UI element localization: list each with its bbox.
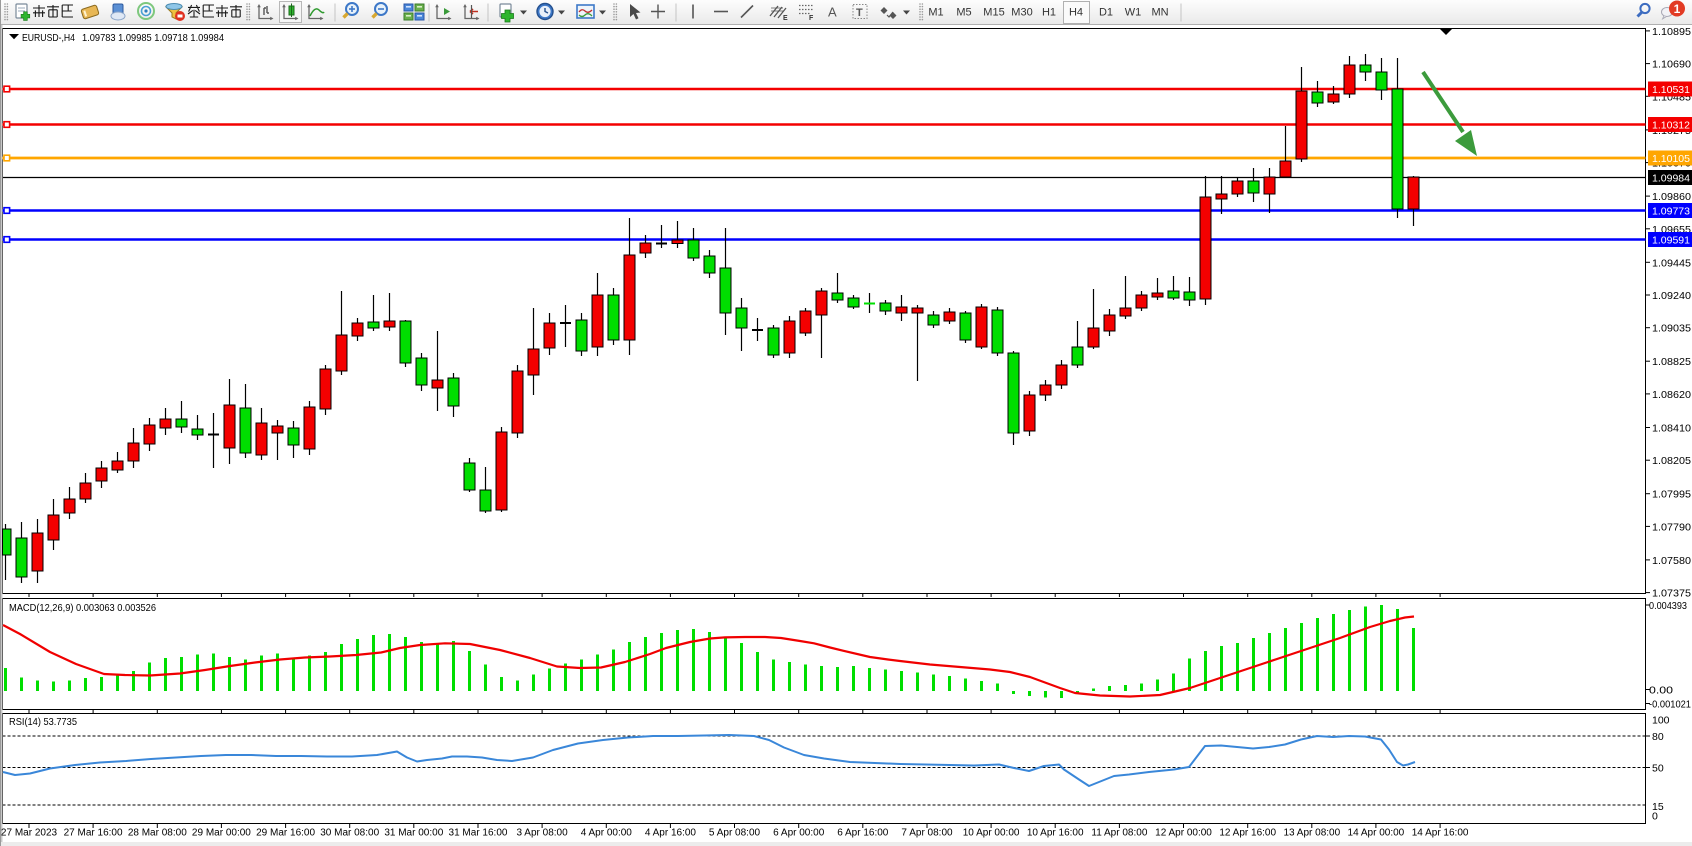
svg-text:100: 100 (1652, 715, 1670, 727)
svg-text:12 Apr 16:00: 12 Apr 16:00 (1219, 828, 1276, 839)
svg-text:1.10312: 1.10312 (1652, 120, 1690, 132)
svg-text:1.09591: 1.09591 (1652, 235, 1690, 247)
svg-text:1.09984: 1.09984 (1652, 173, 1690, 185)
svg-text:1.10105: 1.10105 (1652, 153, 1690, 165)
svg-text:80: 80 (1652, 731, 1664, 743)
svg-text:1.09240: 1.09240 (1652, 290, 1691, 302)
svg-text:3 Apr 08:00: 3 Apr 08:00 (517, 828, 569, 839)
svg-text:1.10895: 1.10895 (1652, 26, 1691, 38)
svg-text:1.10690: 1.10690 (1652, 59, 1691, 71)
svg-text:10 Apr 16:00: 10 Apr 16:00 (1027, 828, 1084, 839)
svg-text:-0.001021: -0.001021 (1649, 699, 1691, 711)
svg-text:14 Apr 16:00: 14 Apr 16:00 (1412, 828, 1469, 839)
svg-text:11 Apr 08:00: 11 Apr 08:00 (1091, 828, 1147, 839)
svg-text:D1: D1 (1099, 7, 1113, 19)
svg-text:27 Mar 16:00: 27 Mar 16:00 (64, 828, 123, 839)
svg-text:13 Apr 08:00: 13 Apr 08:00 (1283, 828, 1340, 839)
svg-text:29 Mar 00:00: 29 Mar 00:00 (192, 828, 251, 839)
svg-text:0: 0 (1652, 811, 1658, 823)
svg-text:6 Apr 00:00: 6 Apr 00:00 (773, 828, 825, 839)
svg-text:1.09773: 1.09773 (1652, 206, 1690, 218)
svg-text:4 Apr 00:00: 4 Apr 00:00 (581, 828, 633, 839)
svg-text:28 Mar 08:00: 28 Mar 08:00 (128, 828, 187, 839)
svg-text:14 Apr 00:00: 14 Apr 00:00 (1348, 828, 1405, 839)
svg-text:H4: H4 (1069, 7, 1083, 19)
svg-text:1.07375: 1.07375 (1652, 588, 1691, 600)
svg-text:A: A (828, 5, 837, 20)
svg-text:1.07995: 1.07995 (1652, 489, 1691, 501)
svg-text:1: 1 (1674, 2, 1681, 16)
svg-text:MACD(12,26,9) 0.003063 0.00352: MACD(12,26,9) 0.003063 0.003526 (9, 602, 156, 614)
svg-text:1.08620: 1.08620 (1652, 389, 1691, 401)
svg-text:1.08410: 1.08410 (1652, 423, 1691, 435)
svg-text:1.07580: 1.07580 (1652, 555, 1691, 567)
svg-text:7 Apr 08:00: 7 Apr 08:00 (901, 828, 953, 839)
svg-text:M30: M30 (1011, 7, 1032, 19)
svg-text:6 Apr 16:00: 6 Apr 16:00 (837, 828, 889, 839)
svg-text:MN: MN (1151, 7, 1168, 19)
svg-text:27 Mar 2023: 27 Mar 2023 (1, 828, 58, 839)
svg-text:F: F (809, 15, 814, 22)
svg-text:1.09035: 1.09035 (1652, 323, 1691, 335)
svg-text:1.09445: 1.09445 (1652, 257, 1691, 269)
svg-text:30 Mar 08:00: 30 Mar 08:00 (320, 828, 379, 839)
svg-text:M5: M5 (956, 7, 971, 19)
svg-text:1.07790: 1.07790 (1652, 521, 1691, 533)
svg-text:0.004393: 0.004393 (1649, 600, 1687, 612)
svg-text:1.08825: 1.08825 (1652, 356, 1691, 368)
svg-text:4 Apr 16:00: 4 Apr 16:00 (645, 828, 697, 839)
svg-text:29 Mar 16:00: 29 Mar 16:00 (256, 828, 315, 839)
svg-text:10 Apr 00:00: 10 Apr 00:00 (963, 828, 1020, 839)
svg-text:T: T (856, 7, 863, 19)
svg-text:H1: H1 (1042, 7, 1056, 19)
svg-text:0.00: 0.00 (1649, 685, 1673, 697)
svg-text:1.08205: 1.08205 (1652, 455, 1691, 467)
svg-text:M1: M1 (928, 7, 943, 19)
svg-text:1.09860: 1.09860 (1652, 191, 1691, 203)
svg-text:1.09783 1.09985 1.09718 1.0998: 1.09783 1.09985 1.09718 1.09984 (82, 32, 224, 44)
svg-text:15: 15 (1652, 801, 1664, 813)
svg-text:EURUSD-,H4: EURUSD-,H4 (22, 32, 75, 44)
svg-text:31 Mar 16:00: 31 Mar 16:00 (449, 828, 508, 839)
svg-text:12 Apr 00:00: 12 Apr 00:00 (1155, 828, 1212, 839)
svg-text:1.10531: 1.10531 (1652, 84, 1690, 96)
svg-text:50: 50 (1652, 763, 1664, 775)
svg-text:RSI(14) 53.7735: RSI(14) 53.7735 (9, 716, 77, 728)
svg-text:5 Apr 08:00: 5 Apr 08:00 (709, 828, 761, 839)
svg-text:W1: W1 (1125, 7, 1142, 19)
svg-text:E: E (783, 15, 788, 22)
svg-text:31 Mar 00:00: 31 Mar 00:00 (384, 828, 443, 839)
svg-text:M15: M15 (983, 7, 1004, 19)
